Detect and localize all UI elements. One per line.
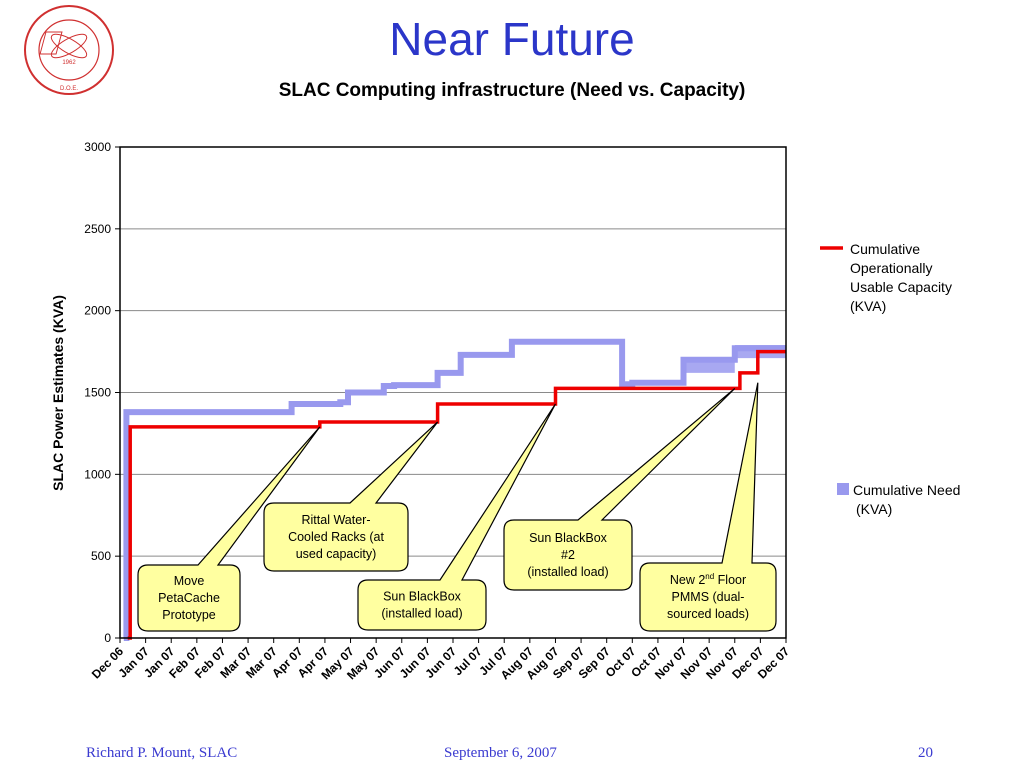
footer-page-number: 20 <box>918 745 933 761</box>
callout-text-line: Cooled Racks (at <box>288 530 384 544</box>
callout-text-line: Rittal Water- <box>302 513 371 527</box>
legend-label-need: Cumulative Need <box>853 482 960 498</box>
slac-seal-logo: 1962 D.O.E. <box>24 5 114 95</box>
svg-text:D.O.E.: D.O.E. <box>60 86 78 92</box>
y-tick-label: 1000 <box>84 467 111 481</box>
callout-text-line: PMMS (dual- <box>672 590 745 604</box>
y-tick-label: 2000 <box>84 304 111 318</box>
callout-box <box>137 426 321 632</box>
callout-1: Move PetaCache Prototype <box>137 426 321 632</box>
callout-text-line: Move <box>174 574 205 588</box>
legend-label-need: (KVA) <box>856 501 892 517</box>
footer-date: September 6, 2007 <box>444 745 557 761</box>
callout-text-line: (installed load) <box>527 565 608 579</box>
callout-text-line: Sun BlackBox <box>383 590 462 604</box>
callout-box <box>357 403 556 631</box>
callout-3: Sun BlackBox (installed load) <box>357 403 556 631</box>
legend-item-capacity: Cumulative Operationally Usable Capacity (K… <box>820 241 952 314</box>
legend-item-need: Cumulative Need (KVA) <box>837 482 960 517</box>
series-line-usable-capacity <box>127 349 786 640</box>
callout-box <box>503 387 736 591</box>
y-tick-label: 3000 <box>84 140 111 154</box>
y-tick-label: 2500 <box>84 222 111 236</box>
callout-box <box>639 382 777 632</box>
callout-5: New 2nd Floor PMMS (dual-sourced loads) <box>639 382 777 632</box>
callout-text-line: used capacity) <box>296 547 377 561</box>
y-axis-label: SLAC Power Estimates (KVA) <box>50 295 66 491</box>
callout-text-line: (installed load) <box>381 607 462 621</box>
callout-text-line: Prototype <box>162 608 216 622</box>
svg-text:1962: 1962 <box>62 60 76 66</box>
legend-label-capacity: Operationally <box>850 260 933 276</box>
chart-subtitle: SLAC Computing infrastructure (Need vs. … <box>278 80 746 101</box>
callout-text-line: PetaCache <box>158 591 220 605</box>
legend-label-capacity: Usable Capacity <box>850 279 952 295</box>
y-tick-label: 0 <box>104 631 111 645</box>
y-tick-label: 500 <box>91 549 111 563</box>
need-band-nov <box>683 358 735 373</box>
legend-swatch-need <box>837 483 849 495</box>
callout-text-line: #2 <box>561 548 575 562</box>
series-line-cumulative-need <box>123 338 786 641</box>
callout-text-line: New 2nd Floor <box>670 572 746 587</box>
legend-label-capacity: (KVA) <box>850 298 886 314</box>
plot-border <box>119 146 787 639</box>
callout-text-line: Sun BlackBox <box>529 531 608 545</box>
y-tick-label: 1500 <box>84 386 111 400</box>
footer-author: Richard P. Mount, SLAC <box>86 745 238 761</box>
callout-4: Sun BlackBox #2 (installed load) <box>503 387 736 591</box>
legend-label-capacity: Cumulative <box>850 241 920 257</box>
callout-text-line: sourced loads) <box>667 607 749 621</box>
callout-box <box>263 421 439 572</box>
callout-2: Rittal Water- Cooled Racks (at used capaci… <box>263 421 439 572</box>
slide-title: Near Future <box>389 13 635 65</box>
